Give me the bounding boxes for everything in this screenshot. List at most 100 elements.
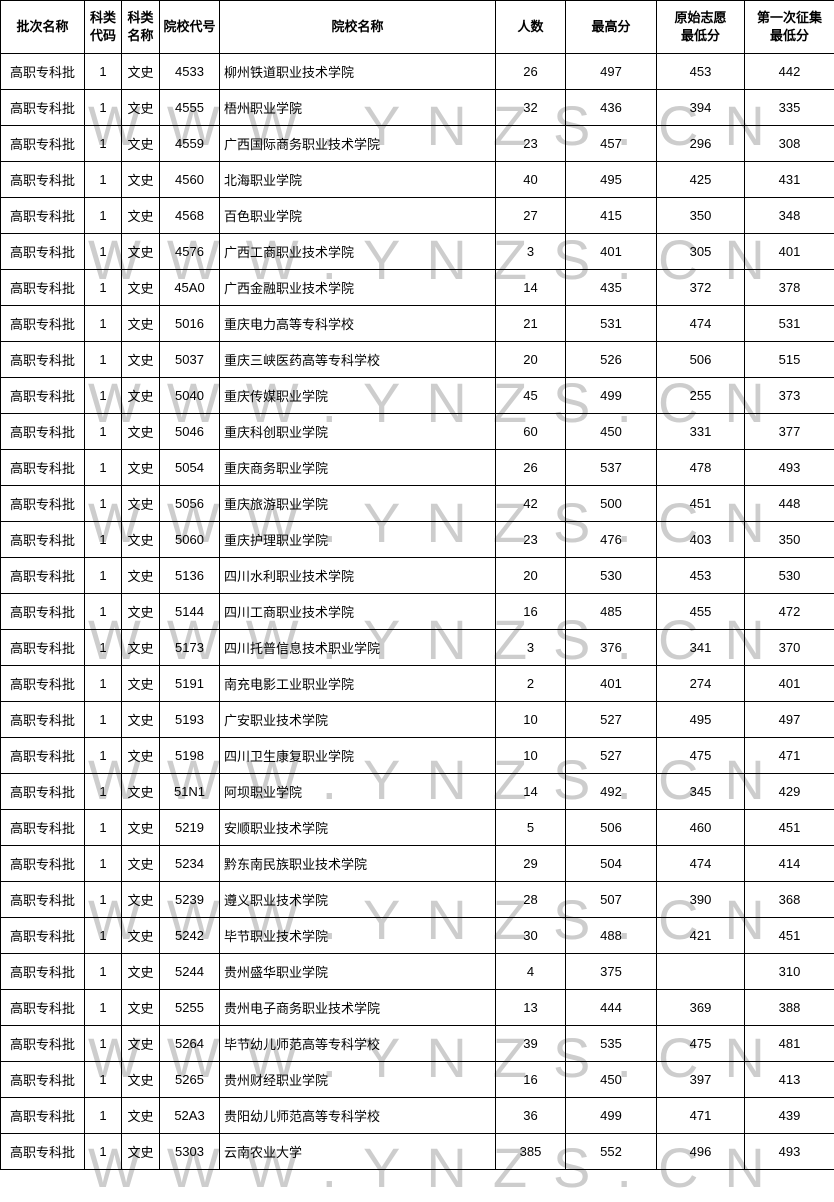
table-row: 高职专科批 1 文史 4559 广西国际商务职业技术学院 23 457 296 308: [0, 125, 834, 162]
cell-batch-name: 高职专科批: [0, 449, 85, 486]
cell-max-score: 499: [565, 377, 657, 414]
cell-college-code: 45A0: [159, 269, 220, 306]
cell-original-volunteer-min: [656, 953, 745, 990]
cell-category-name: 文史: [121, 773, 160, 810]
cell-count: 60: [495, 413, 566, 450]
cell-max-score: 527: [565, 737, 657, 774]
header-original-volunteer-min: 原始志愿 最低分: [656, 0, 745, 54]
cell-batch-name: 高职专科批: [0, 413, 85, 450]
cell-max-score: 537: [565, 449, 657, 486]
cell-first-collection-min: 401: [744, 233, 834, 270]
cell-first-collection-min: 471: [744, 737, 834, 774]
cell-college-code: 5255: [159, 989, 220, 1026]
cell-college-name: 柳州铁道职业技术学院: [219, 53, 496, 90]
cell-count: 30: [495, 917, 566, 954]
cell-count: 23: [495, 125, 566, 162]
cell-batch-name: 高职专科批: [0, 593, 85, 630]
cell-count: 26: [495, 449, 566, 486]
cell-batch-name: 高职专科批: [0, 521, 85, 558]
table-row: 高职专科批 1 文史 5264 毕节幼儿师范高等专科学校 39 535 475 481: [0, 1025, 834, 1062]
table-row: 高职专科批 1 文史 5040 重庆传媒职业学院 45 499 255 373: [0, 377, 834, 414]
cell-category-name: 文史: [121, 1025, 160, 1062]
cell-college-code: 5193: [159, 701, 220, 738]
cell-first-collection-min: 401: [744, 665, 834, 702]
cell-first-collection-min: 451: [744, 809, 834, 846]
cell-batch-name: 高职专科批: [0, 953, 85, 990]
cell-category-code: 1: [84, 737, 122, 774]
cell-college-code: 5144: [159, 593, 220, 630]
cell-first-collection-min: 335: [744, 89, 834, 126]
cell-count: 42: [495, 485, 566, 522]
cell-original-volunteer-min: 455: [656, 593, 745, 630]
header-category-code: 科类 代码: [84, 0, 122, 54]
cell-batch-name: 高职专科批: [0, 989, 85, 1026]
cell-count: 3: [495, 233, 566, 270]
cell-original-volunteer-min: 451: [656, 485, 745, 522]
cell-count: 3: [495, 629, 566, 666]
cell-category-code: 1: [84, 413, 122, 450]
cell-college-name: 四川卫生康复职业学院: [219, 737, 496, 774]
cell-college-name: 阿坝职业学院: [219, 773, 496, 810]
cell-original-volunteer-min: 460: [656, 809, 745, 846]
header-max-score: 最高分: [565, 0, 657, 54]
cell-max-score: 507: [565, 881, 657, 918]
cell-college-name: 四川托普信息技术职业学院: [219, 629, 496, 666]
cell-category-name: 文史: [121, 1061, 160, 1098]
cell-college-code: 5056: [159, 485, 220, 522]
table-row: 高职专科批 1 文史 5054 重庆商务职业学院 26 537 478 493: [0, 449, 834, 486]
cell-original-volunteer-min: 474: [656, 305, 745, 342]
table-row: 高职专科批 1 文史 5265 贵州财经职业学院 16 450 397 413: [0, 1061, 834, 1098]
table-row: 高职专科批 1 文史 5136 四川水利职业技术学院 20 530 453 530: [0, 557, 834, 594]
cell-batch-name: 高职专科批: [0, 233, 85, 270]
cell-category-code: 1: [84, 89, 122, 126]
cell-category-name: 文史: [121, 557, 160, 594]
cell-category-name: 文史: [121, 449, 160, 486]
cell-category-name: 文史: [121, 701, 160, 738]
cell-first-collection-min: 472: [744, 593, 834, 630]
cell-category-name: 文史: [121, 737, 160, 774]
cell-max-score: 401: [565, 665, 657, 702]
cell-college-name: 四川工商职业技术学院: [219, 593, 496, 630]
cell-college-code: 5303: [159, 1133, 220, 1170]
cell-category-code: 1: [84, 1061, 122, 1098]
admission-score-table: 批次名称 科类 代码 科类 名称 院校代号 院校名称 人数 最高分 原始志愿 最…: [0, 0, 834, 1170]
cell-first-collection-min: 368: [744, 881, 834, 918]
cell-first-collection-min: 515: [744, 341, 834, 378]
cell-category-code: 1: [84, 629, 122, 666]
cell-original-volunteer-min: 341: [656, 629, 745, 666]
cell-category-code: 1: [84, 845, 122, 882]
cell-batch-name: 高职专科批: [0, 665, 85, 702]
cell-college-name: 安顺职业技术学院: [219, 809, 496, 846]
cell-college-code: 4559: [159, 125, 220, 162]
cell-college-code: 5242: [159, 917, 220, 954]
cell-original-volunteer-min: 305: [656, 233, 745, 270]
cell-college-code: 5219: [159, 809, 220, 846]
cell-first-collection-min: 310: [744, 953, 834, 990]
cell-batch-name: 高职专科批: [0, 125, 85, 162]
cell-count: 2: [495, 665, 566, 702]
cell-batch-name: 高职专科批: [0, 377, 85, 414]
cell-original-volunteer-min: 421: [656, 917, 745, 954]
cell-count: 23: [495, 521, 566, 558]
cell-original-volunteer-min: 495: [656, 701, 745, 738]
cell-max-score: 450: [565, 413, 657, 450]
cell-original-volunteer-min: 474: [656, 845, 745, 882]
cell-college-name: 百色职业学院: [219, 197, 496, 234]
cell-college-name: 重庆三峡医药高等专科学校: [219, 341, 496, 378]
cell-college-code: 5037: [159, 341, 220, 378]
cell-category-name: 文史: [121, 305, 160, 342]
table-header-row: 批次名称 科类 代码 科类 名称 院校代号 院校名称 人数 最高分 原始志愿 最…: [0, 0, 834, 54]
cell-count: 21: [495, 305, 566, 342]
table-row: 高职专科批 1 文史 5219 安顺职业技术学院 5 506 460 451: [0, 809, 834, 846]
cell-category-name: 文史: [121, 125, 160, 162]
cell-college-code: 4568: [159, 197, 220, 234]
cell-original-volunteer-min: 296: [656, 125, 745, 162]
cell-first-collection-min: 530: [744, 557, 834, 594]
table-row: 高职专科批 1 文史 51N1 阿坝职业学院 14 492 345 429: [0, 773, 834, 810]
table-row: 高职专科批 1 文史 5193 广安职业技术学院 10 527 495 497: [0, 701, 834, 738]
cell-original-volunteer-min: 369: [656, 989, 745, 1026]
cell-max-score: 436: [565, 89, 657, 126]
cell-batch-name: 高职专科批: [0, 1061, 85, 1098]
table-row: 高职专科批 1 文史 5037 重庆三峡医药高等专科学校 20 526 506 515: [0, 341, 834, 378]
cell-college-name: 贵州财经职业学院: [219, 1061, 496, 1098]
